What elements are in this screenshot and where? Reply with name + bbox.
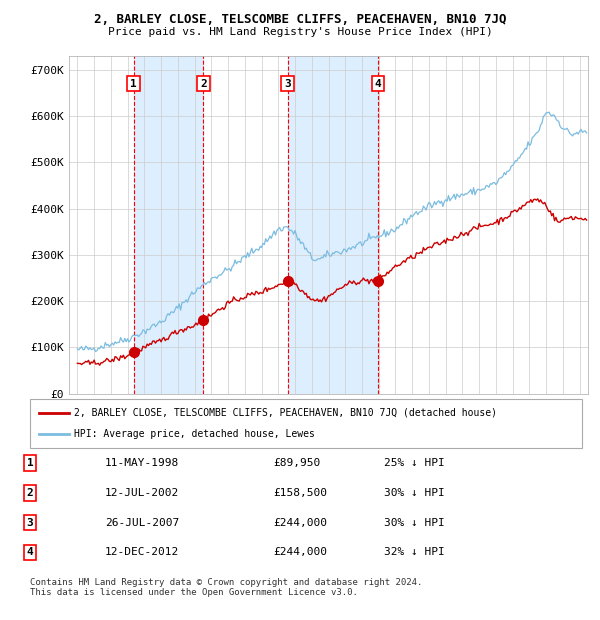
Text: £158,500: £158,500 <box>273 488 327 498</box>
Text: 4: 4 <box>26 547 34 557</box>
Bar <box>287 56 378 394</box>
Text: 30% ↓ HPI: 30% ↓ HPI <box>384 518 445 528</box>
Text: Contains HM Land Registry data © Crown copyright and database right 2024.
This d: Contains HM Land Registry data © Crown c… <box>30 578 422 597</box>
Text: 26-JUL-2007: 26-JUL-2007 <box>105 518 179 528</box>
Text: HPI: Average price, detached house, Lewes: HPI: Average price, detached house, Lewe… <box>74 429 314 439</box>
Text: 32% ↓ HPI: 32% ↓ HPI <box>384 547 445 557</box>
Text: 3: 3 <box>26 518 34 528</box>
Text: 25% ↓ HPI: 25% ↓ HPI <box>384 458 445 468</box>
Text: £89,950: £89,950 <box>273 458 320 468</box>
Text: 12-JUL-2002: 12-JUL-2002 <box>105 488 179 498</box>
Text: 1: 1 <box>130 79 137 89</box>
Text: 2: 2 <box>26 488 34 498</box>
Text: 30% ↓ HPI: 30% ↓ HPI <box>384 488 445 498</box>
Text: 11-MAY-1998: 11-MAY-1998 <box>105 458 179 468</box>
Text: 2: 2 <box>200 79 207 89</box>
Text: Price paid vs. HM Land Registry's House Price Index (HPI): Price paid vs. HM Land Registry's House … <box>107 27 493 37</box>
Text: 12-DEC-2012: 12-DEC-2012 <box>105 547 179 557</box>
Text: 3: 3 <box>284 79 291 89</box>
Text: 2, BARLEY CLOSE, TELSCOMBE CLIFFS, PEACEHAVEN, BN10 7JQ (detached house): 2, BARLEY CLOSE, TELSCOMBE CLIFFS, PEACE… <box>74 408 497 418</box>
Text: 1: 1 <box>26 458 34 468</box>
Bar <box>134 56 203 394</box>
Text: 2, BARLEY CLOSE, TELSCOMBE CLIFFS, PEACEHAVEN, BN10 7JQ: 2, BARLEY CLOSE, TELSCOMBE CLIFFS, PEACE… <box>94 13 506 26</box>
Text: £244,000: £244,000 <box>273 518 327 528</box>
Text: 4: 4 <box>374 79 381 89</box>
Text: £244,000: £244,000 <box>273 547 327 557</box>
